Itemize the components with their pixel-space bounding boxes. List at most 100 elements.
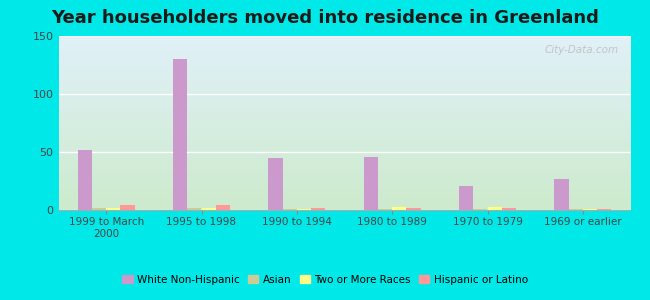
Bar bbox=[58, 169, 630, 170]
Bar bbox=[58, 103, 630, 104]
Bar bbox=[58, 125, 630, 126]
Bar bbox=[58, 206, 630, 207]
Bar bbox=[202, 208, 216, 210]
Bar bbox=[58, 106, 630, 107]
Bar bbox=[58, 39, 630, 40]
Bar bbox=[58, 108, 630, 109]
Bar bbox=[58, 90, 630, 91]
Bar bbox=[58, 112, 630, 113]
Bar bbox=[58, 102, 630, 103]
Bar bbox=[58, 181, 630, 182]
Bar bbox=[58, 135, 630, 136]
Bar bbox=[58, 123, 630, 124]
Bar bbox=[488, 206, 502, 210]
Bar bbox=[58, 84, 630, 85]
Bar bbox=[58, 55, 630, 56]
Bar bbox=[406, 208, 421, 210]
Bar bbox=[58, 134, 630, 135]
Bar bbox=[58, 191, 630, 192]
Bar bbox=[58, 152, 630, 153]
Bar bbox=[58, 98, 630, 99]
Bar bbox=[58, 56, 630, 57]
Bar bbox=[58, 47, 630, 48]
Bar bbox=[58, 65, 630, 66]
Bar bbox=[58, 61, 630, 62]
Bar bbox=[58, 153, 630, 154]
Bar bbox=[58, 69, 630, 70]
Bar bbox=[311, 208, 326, 210]
Bar bbox=[58, 46, 630, 47]
Bar bbox=[58, 164, 630, 165]
Bar bbox=[58, 198, 630, 199]
Bar bbox=[58, 45, 630, 46]
Bar bbox=[58, 144, 630, 145]
Bar bbox=[58, 141, 630, 142]
Bar bbox=[58, 64, 630, 65]
Bar bbox=[58, 70, 630, 71]
Bar bbox=[58, 136, 630, 137]
Bar bbox=[58, 54, 630, 55]
Bar bbox=[58, 145, 630, 146]
Bar bbox=[58, 140, 630, 141]
Bar bbox=[58, 166, 630, 167]
Bar bbox=[58, 67, 630, 68]
Bar bbox=[58, 93, 630, 94]
Bar bbox=[58, 142, 630, 143]
Text: Year householders moved into residence in Greenland: Year householders moved into residence i… bbox=[51, 9, 599, 27]
Bar bbox=[58, 100, 630, 101]
Bar bbox=[58, 171, 630, 172]
Bar bbox=[283, 209, 297, 210]
Bar bbox=[58, 203, 630, 204]
Bar bbox=[216, 206, 230, 210]
Bar bbox=[58, 40, 630, 41]
Bar bbox=[58, 72, 630, 73]
Bar bbox=[58, 177, 630, 178]
Bar bbox=[58, 143, 630, 144]
Bar bbox=[58, 79, 630, 80]
Bar bbox=[58, 178, 630, 179]
Bar bbox=[58, 43, 630, 44]
Bar bbox=[58, 133, 630, 134]
Bar bbox=[58, 58, 630, 59]
Bar bbox=[58, 122, 630, 123]
Bar bbox=[58, 157, 630, 158]
Bar bbox=[58, 199, 630, 200]
Bar bbox=[58, 151, 630, 152]
Bar bbox=[58, 107, 630, 108]
Bar bbox=[58, 121, 630, 122]
Bar bbox=[58, 119, 630, 120]
Bar bbox=[58, 57, 630, 58]
Bar bbox=[58, 126, 630, 127]
Legend: White Non-Hispanic, Asian, Two or More Races, Hispanic or Latino: White Non-Hispanic, Asian, Two or More R… bbox=[118, 271, 532, 289]
Text: City-Data.com: City-Data.com bbox=[545, 45, 619, 55]
Bar bbox=[58, 96, 630, 97]
Bar bbox=[58, 124, 630, 125]
Bar bbox=[583, 209, 597, 210]
Bar bbox=[58, 49, 630, 50]
Bar bbox=[58, 59, 630, 60]
Bar bbox=[58, 187, 630, 188]
Bar bbox=[58, 105, 630, 106]
Bar bbox=[58, 88, 630, 89]
Bar bbox=[58, 52, 630, 53]
Bar bbox=[58, 149, 630, 150]
Bar bbox=[58, 138, 630, 139]
Bar bbox=[58, 197, 630, 198]
Bar bbox=[58, 139, 630, 140]
Bar bbox=[297, 209, 311, 210]
Bar bbox=[58, 71, 630, 72]
Bar bbox=[58, 162, 630, 163]
Bar bbox=[58, 83, 630, 84]
Bar bbox=[58, 200, 630, 201]
Bar bbox=[58, 176, 630, 177]
Bar bbox=[58, 180, 630, 181]
Bar bbox=[58, 193, 630, 194]
Bar bbox=[58, 89, 630, 90]
Bar bbox=[58, 60, 630, 61]
Bar bbox=[58, 66, 630, 67]
Bar bbox=[58, 207, 630, 208]
Bar bbox=[58, 183, 630, 184]
Bar bbox=[120, 206, 135, 210]
Bar bbox=[58, 110, 630, 111]
Bar bbox=[58, 41, 630, 42]
